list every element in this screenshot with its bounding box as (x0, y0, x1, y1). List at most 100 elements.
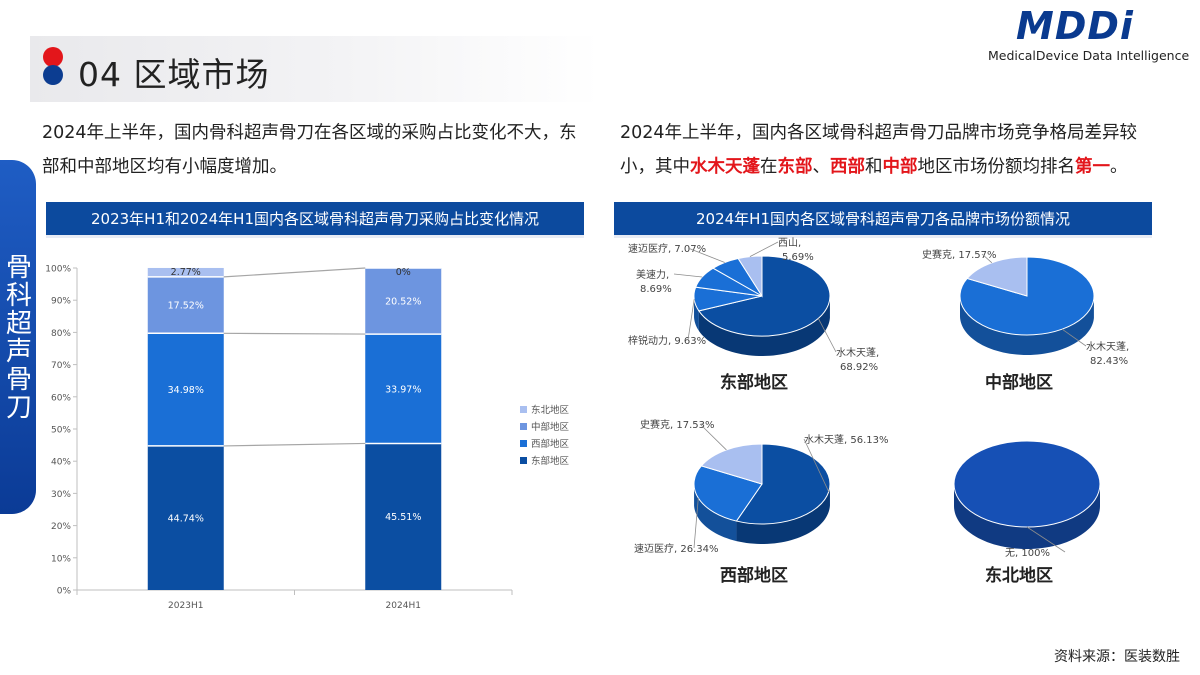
pie-label-line: 水木天蓬, (836, 347, 879, 359)
data-label: 0% (396, 267, 411, 278)
bar-segment (147, 445, 224, 590)
pie-side-wall (954, 484, 1100, 549)
pie-side-wall (736, 485, 830, 544)
pie-data-label: 水木天蓬, 82.43% (1086, 341, 1129, 367)
pie-data-label: 西山, 5.69% (778, 237, 814, 263)
pie-region-name: 西部地区 (720, 565, 788, 586)
legend-label: 东北地区 (531, 404, 570, 416)
y-tick-label: 60% (51, 393, 71, 403)
pie-slice (700, 443, 763, 485)
right-text-part: 在 (760, 157, 778, 177)
pie-leader-line (803, 438, 830, 492)
pie-side-wall (698, 297, 830, 356)
y-tick-label: 0% (57, 587, 72, 597)
pie-data-label: 美速力, 8.69% (636, 268, 672, 295)
page-title: 04 区域市场 (78, 55, 270, 94)
bar-segment (365, 268, 442, 335)
y-tick-label: 80% (51, 329, 71, 339)
bar-segment (365, 443, 442, 590)
data-label: 17.52% (168, 301, 204, 312)
connector-line (223, 442, 366, 447)
pie-data-label: 史赛克, 17.57% (922, 248, 997, 261)
y-tick-label: 10% (51, 554, 71, 564)
pie-slice (953, 440, 1101, 528)
y-tick-label: 40% (51, 458, 71, 468)
pie-leader-line (981, 253, 993, 264)
legend-label: 西部地区 (531, 438, 570, 450)
side-tab-label: 骨科超声骨刀 (1, 253, 32, 421)
pie-label-line: 82.43% (1090, 356, 1128, 367)
title-bullet-icon (43, 47, 63, 85)
right-paragraph: 2024年上半年，国内各区域骨科超声骨刀品牌市场竞争格局差异较小，其中水木天蓬在… (620, 116, 1160, 184)
data-label: 2.77% (171, 267, 201, 278)
data-label: 44.74% (168, 513, 204, 524)
pie-label-line: 5.69% (782, 252, 814, 263)
pie-leader-line (687, 299, 695, 341)
data-label: 20.52% (385, 297, 421, 308)
bar-segment (147, 267, 224, 277)
pie-leader-line (1061, 328, 1087, 347)
pie-data-label: 无, 100% (1005, 548, 1050, 559)
side-tab: 骨科超声骨刀 (0, 160, 36, 514)
pie-data-label: 史赛克, 17.53% (640, 418, 715, 431)
source-note: 资料来源：医装数胜 (1054, 649, 1180, 665)
pie-chart-title: 2024年H1国内各区域骨科超声骨刀各品牌市场份额情况 (614, 202, 1152, 238)
legend-swatch (520, 440, 527, 447)
x-tick-label: 2024H1 (386, 601, 421, 611)
legend-label: 中部地区 (531, 421, 570, 433)
pie-slice (693, 465, 763, 522)
stacked-bar-chart: 0% 10% 20% 30% 40% 50% 60% 70% 80% 90% 100% 2023H1 2… (45, 265, 570, 612)
pie-label-line: 西山, (778, 237, 801, 249)
y-tick-label: 100% (45, 265, 71, 275)
pie-data-label: 速迈医疗, 7.07% (628, 242, 706, 255)
pie-leader-line (699, 423, 727, 451)
right-text-part: 。 (1110, 157, 1128, 177)
pie-data-label: 水木天蓬, 56.13% (804, 434, 889, 446)
y-tick-label: 20% (51, 522, 71, 532)
pie-slice (966, 256, 1028, 297)
bar-segment (147, 333, 224, 446)
connector-line (223, 332, 366, 335)
pie-side-wall (960, 296, 1094, 355)
pie-leader-line (673, 273, 703, 278)
connector-line (223, 267, 366, 278)
right-text-part: 、 (812, 157, 831, 177)
data-label: 33.97% (385, 384, 421, 395)
pie-side-wall (694, 297, 699, 331)
pie-label-line: 美速力, (636, 268, 669, 281)
pie-label-line: 8.69% (640, 284, 672, 295)
pie-data-label: 梓锐动力, 9.63% (628, 334, 706, 347)
data-label: 34.98% (168, 385, 204, 396)
header-band (30, 36, 600, 102)
highlight-west: 西部 (830, 157, 865, 177)
pie-region-name: 东北地区 (985, 565, 1053, 586)
legend-label: 东部地区 (531, 455, 570, 467)
mddi-logo: MDDi (1016, 4, 1134, 48)
y-tick-label: 70% (51, 361, 71, 371)
x-tick-label: 2023H1 (168, 601, 203, 611)
bar-segment (365, 334, 442, 444)
right-text-part: 地区市场份额均排名 (917, 157, 1076, 177)
legend-swatch (520, 423, 527, 430)
pie-region-name: 东部地区 (720, 372, 788, 393)
pie-slice (698, 255, 831, 337)
pie-label-line: 68.92% (840, 362, 878, 373)
right-text-part: 和 (865, 157, 883, 177)
legend-swatch (520, 457, 527, 464)
pie-data-label: 速迈医疗, 26.34% (634, 542, 719, 555)
pie-leader-line (693, 497, 699, 549)
data-label: 45.51% (385, 512, 421, 523)
left-paragraph: 2024年上半年，国内骨科超声骨刀在各区域的采购占比变化不大，东部和中部地区均有… (42, 123, 577, 177)
pie-data-label: 水木天蓬, 68.92% (836, 347, 879, 373)
highlight-first: 第一 (1075, 157, 1110, 177)
highlight-central: 中部 (882, 157, 918, 177)
pie-label-line: 水木天蓬, (1086, 341, 1129, 353)
y-tick-label: 30% (51, 490, 71, 500)
pie-leader-line (749, 241, 779, 257)
pie-region-name: 中部地区 (985, 372, 1053, 393)
pie-leader-line (1026, 526, 1066, 553)
bar-segment (147, 276, 224, 334)
y-tick-label: 90% (51, 297, 71, 307)
logo-subtitle: MedicalDevice Data Intelligence (988, 48, 1190, 63)
stacked-chart-title: 2023年H1和2024年H1国内各区域骨科超声骨刀采购占比变化情况 (46, 202, 584, 238)
